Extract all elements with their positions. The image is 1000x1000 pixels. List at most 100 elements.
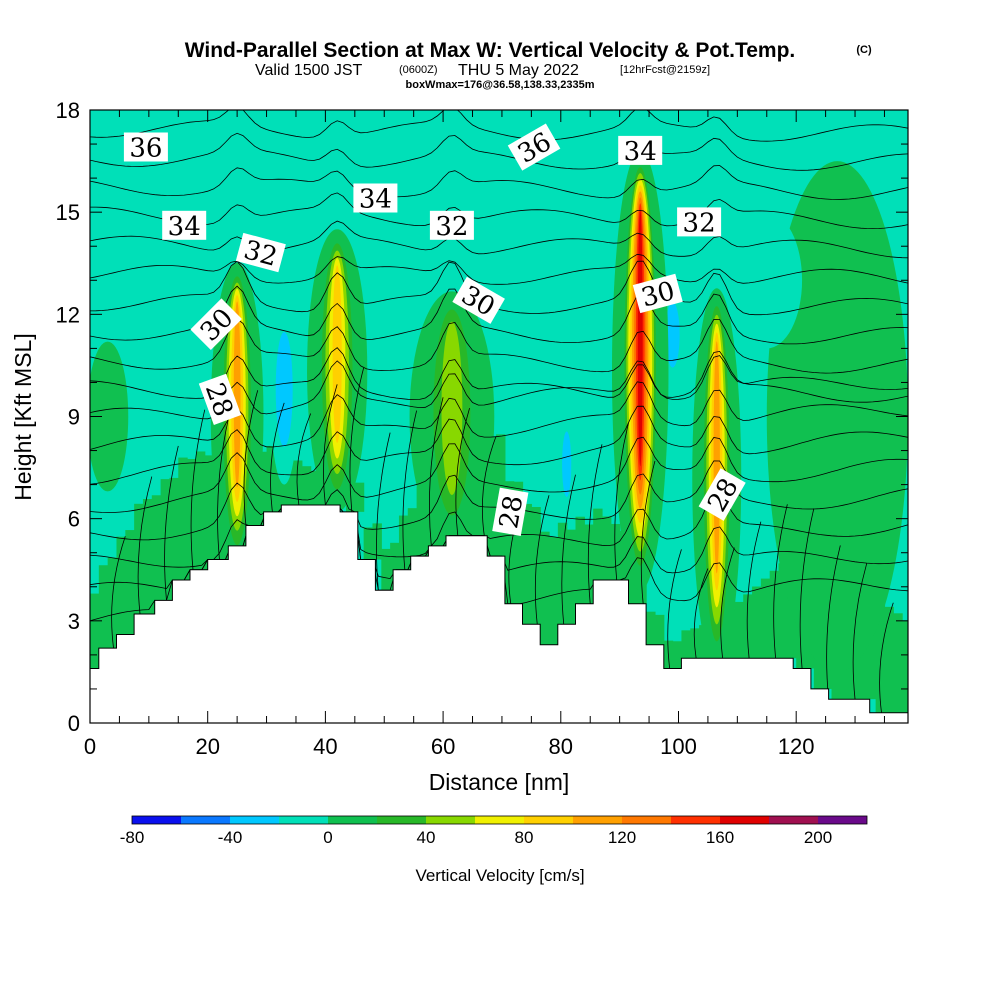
field-cell bbox=[151, 495, 162, 615]
colorbar-swatch bbox=[377, 816, 426, 824]
contour-label-box bbox=[507, 123, 561, 171]
field-cell bbox=[690, 628, 700, 659]
field-cell bbox=[575, 516, 585, 604]
updraft-cell bbox=[713, 341, 720, 574]
contour-label-box bbox=[618, 135, 663, 165]
updraft-cell bbox=[441, 321, 463, 496]
field-cell bbox=[566, 529, 577, 625]
contour-label: 28 bbox=[492, 487, 529, 536]
theta-contour-line bbox=[429, 397, 444, 546]
updraft-cell bbox=[332, 265, 342, 444]
field-cell bbox=[557, 522, 568, 625]
theta-contour-line bbox=[164, 445, 179, 601]
theta-contour-line bbox=[90, 436, 908, 513]
colorbar-tick-label: -40 bbox=[218, 828, 243, 847]
contour-label-box bbox=[190, 298, 242, 351]
field-cell bbox=[310, 470, 321, 506]
colorbar-tick-label: 200 bbox=[804, 828, 832, 847]
theta-contour-line bbox=[349, 367, 365, 512]
colorbar-tick-label: -80 bbox=[120, 828, 145, 847]
theta-contour-line bbox=[90, 110, 908, 142]
updraft-cell bbox=[233, 301, 241, 488]
contour-label: 34 bbox=[353, 183, 398, 215]
field-cell bbox=[116, 536, 126, 635]
theta-contour-line bbox=[667, 549, 682, 669]
colorbar-swatch bbox=[328, 816, 377, 824]
x-tick-label: 40 bbox=[313, 734, 337, 759]
theta-contour-line bbox=[111, 536, 126, 649]
field-cell bbox=[301, 466, 312, 506]
colorbar-swatch bbox=[818, 816, 867, 824]
contour-label-box bbox=[452, 276, 505, 324]
field-cell bbox=[681, 630, 691, 659]
updraft-cell bbox=[637, 209, 643, 467]
field-region bbox=[766, 161, 908, 672]
field-cell bbox=[407, 508, 418, 570]
field-cell bbox=[866, 583, 877, 700]
field-cell bbox=[549, 536, 559, 645]
contour-label-box bbox=[698, 468, 746, 521]
x-tick-label: 80 bbox=[549, 734, 573, 759]
field-cell bbox=[646, 611, 656, 645]
theta-contour-line bbox=[640, 460, 656, 604]
theta-contour-line bbox=[879, 602, 894, 713]
updraft-layer bbox=[210, 150, 742, 668]
theta-contour-line bbox=[90, 220, 908, 259]
theta-contour-line bbox=[90, 260, 908, 316]
field-cell bbox=[504, 481, 515, 604]
field-cell bbox=[204, 455, 215, 570]
contour-label-box bbox=[632, 273, 683, 314]
contour-label-text: 34 bbox=[168, 212, 201, 242]
contour-label-box bbox=[162, 210, 207, 240]
contour-label: 32 bbox=[429, 210, 474, 242]
theta-contour-line bbox=[190, 409, 206, 570]
theta-contour-line bbox=[323, 384, 338, 506]
theta-contour-line bbox=[90, 285, 908, 345]
theta-contour-line bbox=[746, 521, 762, 659]
velocity-field bbox=[90, 150, 908, 713]
theta-contour-line bbox=[90, 490, 908, 568]
field-cell bbox=[142, 498, 153, 615]
field-cell bbox=[98, 565, 109, 649]
theta-contour-line bbox=[534, 495, 550, 625]
theta-contour-line bbox=[481, 436, 497, 536]
copyright-mark: (C) bbox=[856, 44, 872, 56]
field-cell bbox=[293, 460, 303, 506]
theta-contour-line bbox=[90, 165, 908, 200]
theta-contour-line bbox=[90, 192, 908, 230]
theta-contour-line bbox=[561, 474, 576, 625]
contour-label-text: 32 bbox=[435, 212, 468, 242]
field-cell bbox=[381, 548, 391, 591]
contour-label-text: 36 bbox=[129, 134, 162, 164]
theta-contour-line bbox=[137, 476, 153, 615]
colorbar-tick-label: 40 bbox=[417, 828, 436, 847]
colorbar-title: Vertical Velocity [cm/s] bbox=[415, 866, 584, 885]
field-cell bbox=[654, 614, 665, 645]
x-tick-label: 20 bbox=[195, 734, 219, 759]
theta-contour-line bbox=[402, 410, 418, 570]
contour-label-box bbox=[198, 373, 242, 425]
colorbar-swatch bbox=[622, 816, 671, 824]
theta-contour-line bbox=[270, 402, 285, 512]
theta-contour-line bbox=[217, 406, 232, 560]
contour-label-box bbox=[429, 210, 474, 240]
field-cell bbox=[610, 523, 621, 580]
y-tick-label: 12 bbox=[56, 302, 80, 327]
field-cell bbox=[619, 530, 630, 580]
field-cell bbox=[778, 563, 788, 659]
contour-label: 32 bbox=[235, 232, 286, 273]
field-cell bbox=[266, 446, 276, 512]
downdraft-cell bbox=[731, 212, 803, 349]
field-cell bbox=[760, 578, 771, 659]
downdraft-cell bbox=[562, 431, 572, 497]
field-cell bbox=[601, 516, 612, 580]
colorbar-swatch bbox=[279, 816, 328, 824]
theta-contour-line bbox=[614, 422, 629, 581]
downdraft-layer bbox=[270, 205, 803, 519]
x-axis-label: Distance [nm] bbox=[429, 769, 570, 795]
colorbar-tick-label: 0 bbox=[323, 828, 332, 847]
y-tick-label: 9 bbox=[68, 405, 80, 430]
field-cell bbox=[90, 593, 100, 669]
